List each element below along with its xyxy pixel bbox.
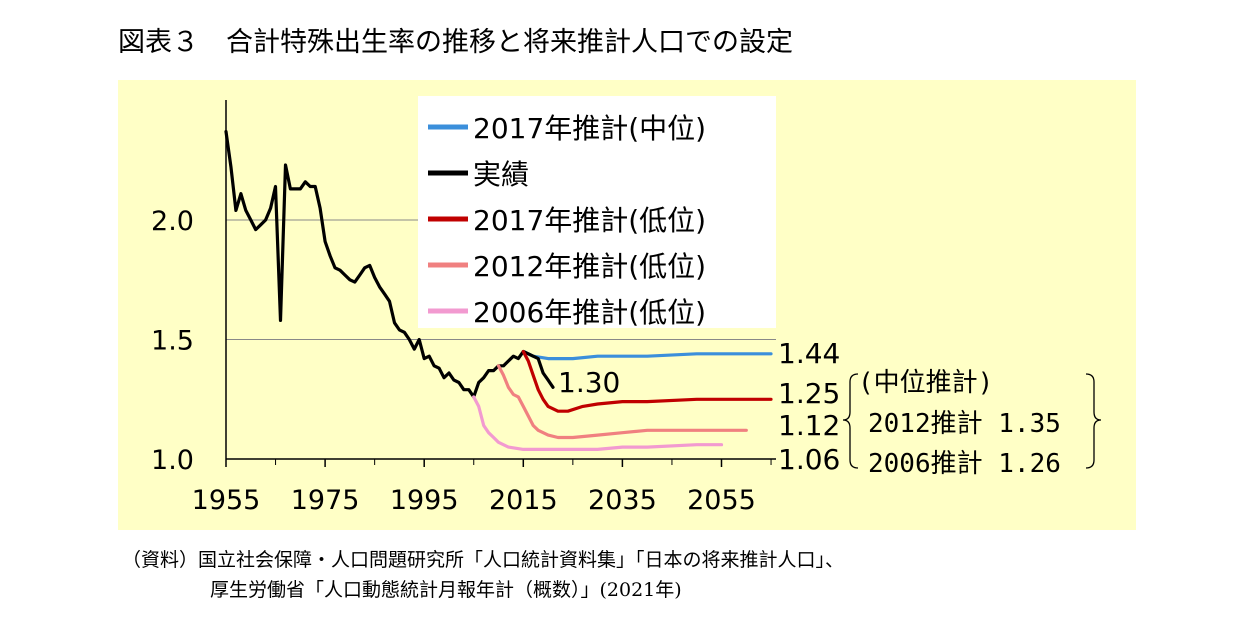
legend-label: 2017年推計(低位): [473, 204, 706, 237]
x-tick-label: 2035: [588, 485, 657, 516]
series-line: [472, 395, 724, 451]
annotation-line: 2012推計 1.35: [868, 409, 1061, 439]
y-tick-label: 1.5: [151, 326, 194, 357]
annotation-right-brace: [1085, 373, 1102, 469]
legend-label: 2017年推計(中位): [473, 112, 706, 145]
source-line-1: （資料）国立社会保障・人口問題研究所「人口統計資料集」「日本の将来推計人口」、: [122, 549, 845, 571]
legend-label: 2006年推計(低位): [473, 296, 706, 329]
series-line: [496, 364, 748, 440]
axes: [225, 100, 776, 467]
x-tick-label: 2015: [489, 485, 558, 516]
data-labels: 1.44 1.251.121.06 1.30: [558, 337, 840, 476]
x-tick-label: 1955: [192, 485, 261, 516]
annotation-left-brace: [842, 373, 859, 469]
x-tick-label: 1975: [291, 485, 360, 516]
annotation: (中位推計) 2012推計 1.35 2006推計 1.26: [842, 368, 1102, 479]
source-line-2: 厚生労働省「人口動態統計月報年計（概数）」(2021年): [210, 579, 682, 601]
y-tick-label: 1.0: [151, 445, 194, 476]
end-value-label: 1.12: [778, 409, 840, 442]
legend: 2017年推計(中位) 実績 2017年推計(低位) 2012年推計(低位) 2006年…: [418, 96, 776, 329]
legend-label: 実績: [473, 158, 529, 191]
page-title: 図表３ 合計特殊出生率の推移と将来推計人口での設定: [118, 27, 793, 58]
y-tick-label: 2.0: [151, 206, 194, 237]
annotation-line: 2006推計 1.26: [868, 449, 1061, 479]
end-value-label: 1.44: [778, 337, 840, 370]
series-line: [521, 349, 773, 413]
annotation-line: (中位推計): [858, 368, 993, 398]
series-lines: [224, 130, 773, 451]
x-tick-label: 1995: [390, 485, 459, 516]
legend-box: [418, 96, 776, 328]
x-tick-label: 2055: [687, 485, 756, 516]
legend-label: 2012年推計(低位): [473, 250, 706, 283]
actual-latest-label: 1.30: [558, 366, 620, 399]
end-value-label: 1.25: [778, 377, 840, 410]
tick-labels: 1.0 1.5 2.0 1955 1975 1995 2015 2035 2055: [151, 206, 756, 516]
end-value-label: 1.06: [778, 443, 840, 476]
